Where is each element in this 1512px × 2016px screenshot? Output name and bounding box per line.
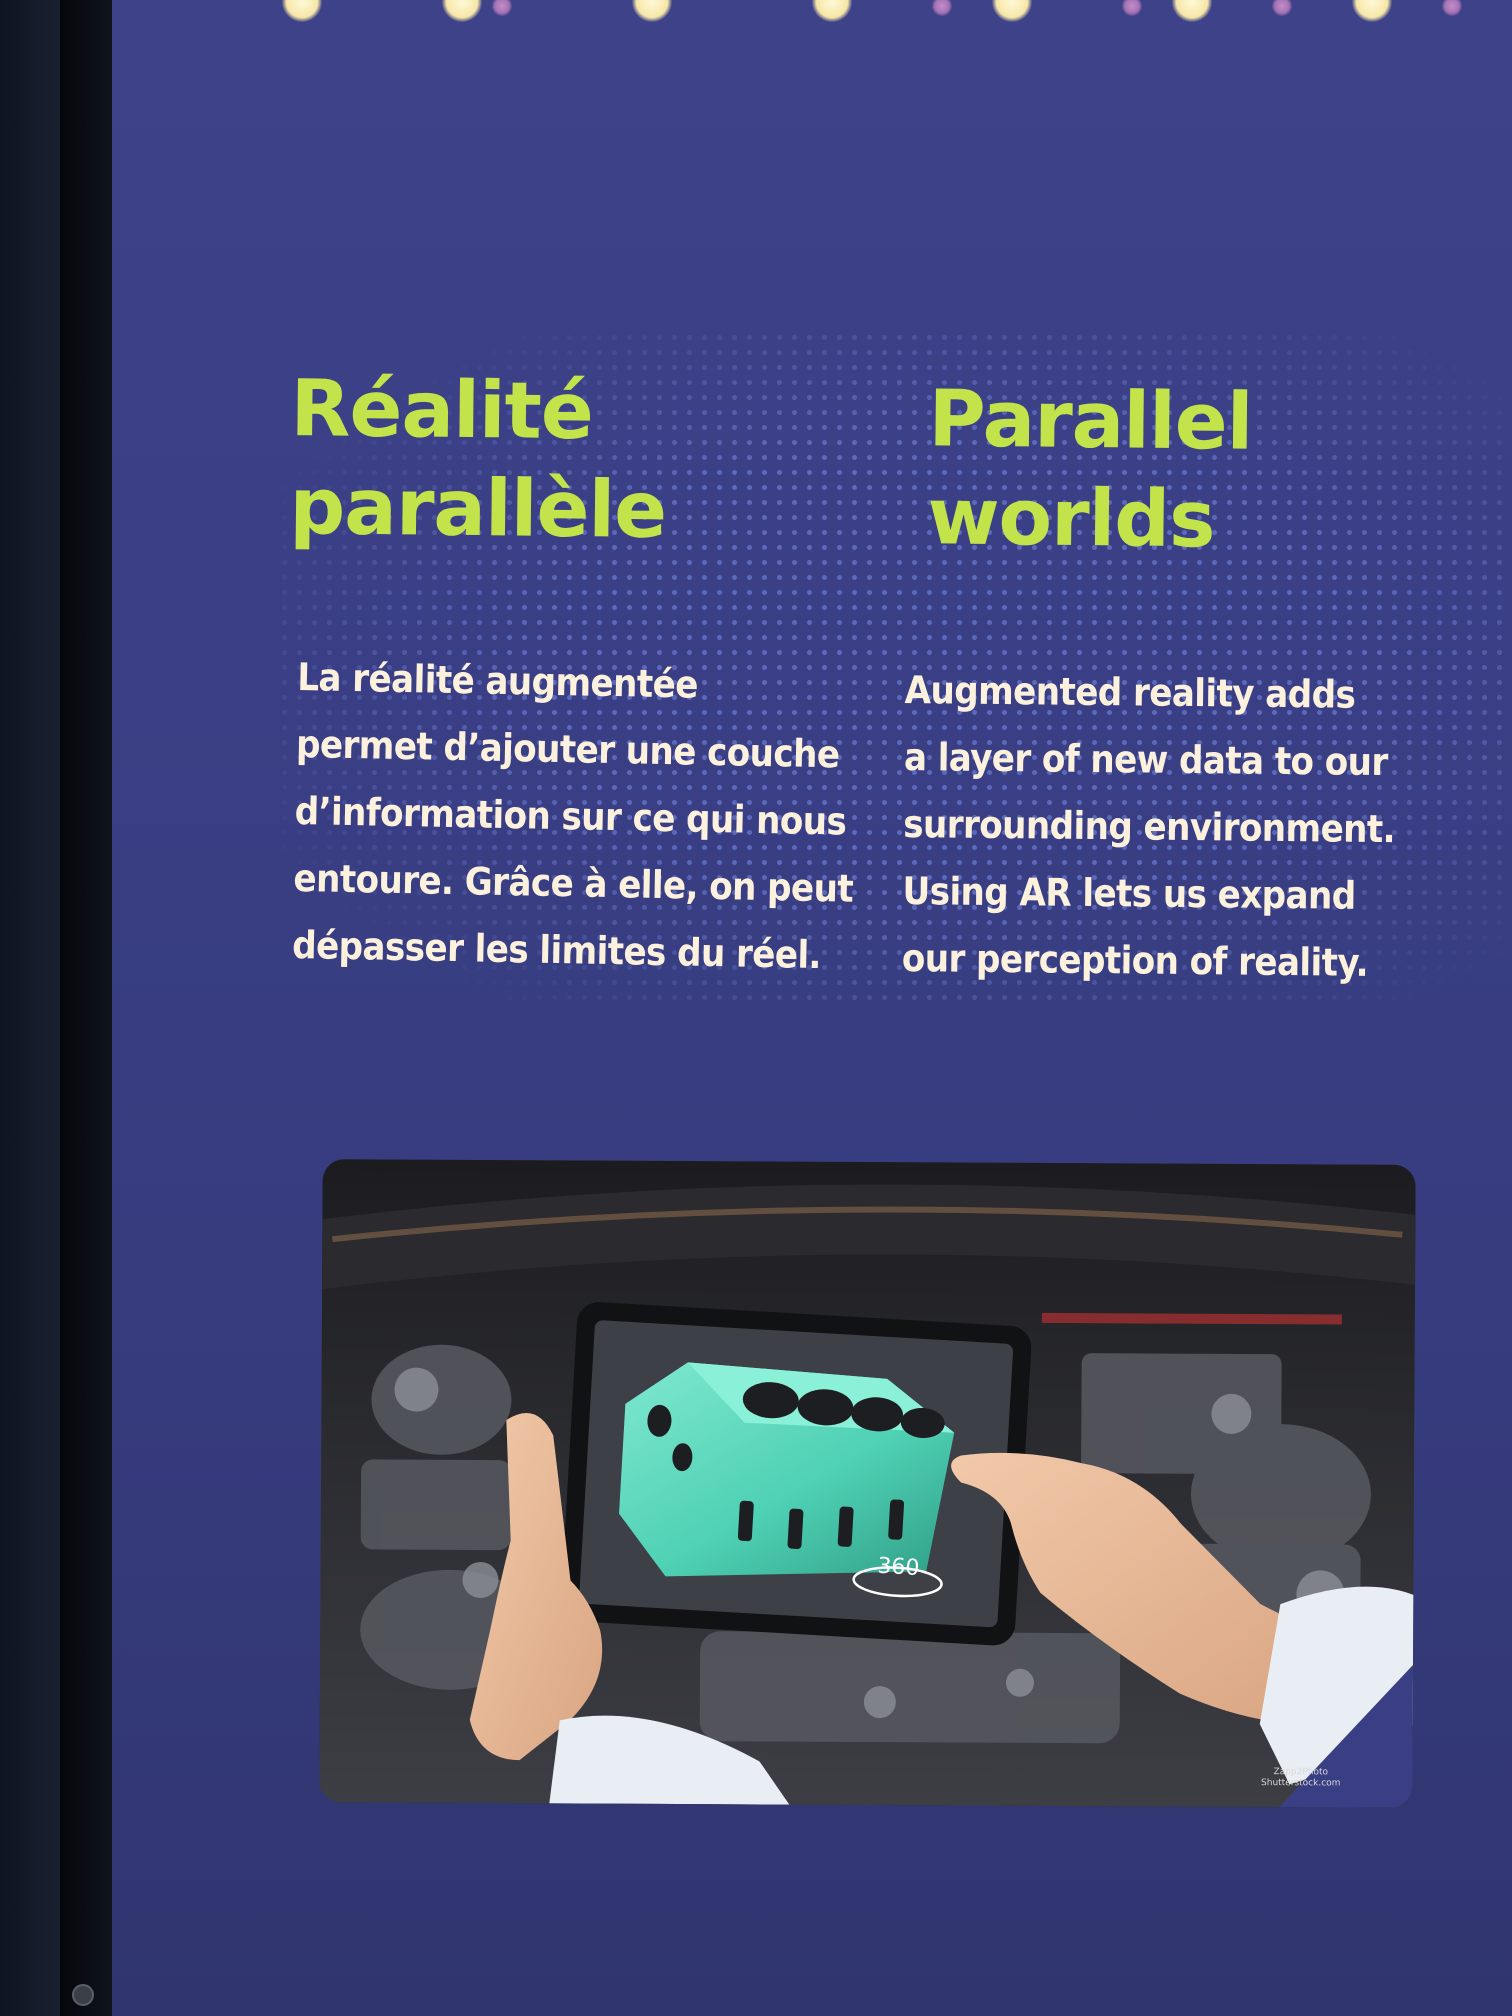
english-line: our perception of reality. (901, 935, 1369, 985)
french-line: permet d’ajouter une couche (295, 721, 840, 777)
french-title: Réalité parallèle (289, 364, 667, 556)
exhibit-panel: Réalité parallèle Parallel worlds La réa… (112, 0, 1512, 2016)
english-line: a layer of new data to our (903, 734, 1388, 785)
decorative-lights (112, 0, 1512, 42)
english-line: Augmented reality adds (904, 667, 1356, 717)
english-line: Using AR lets us expand (902, 868, 1356, 918)
english-line: surrounding environment. (903, 801, 1396, 852)
dot-pattern (277, 330, 1512, 1010)
french-line: entoure. Grâce à elle, on peut (293, 855, 854, 911)
french-line: dépasser les limites du réel. (291, 922, 822, 978)
english-title: Parallel worlds (927, 374, 1253, 566)
french-line: La réalité augmentée (296, 654, 699, 707)
french-line: d’information sur ce qui nous (294, 788, 847, 844)
english-description: Augmented reality adds a layer of new da… (901, 657, 1396, 997)
rotate-360-label: 360 (877, 1554, 920, 1581)
photo-credit: Zapp2Photo Shutterstock.com (1261, 1767, 1341, 1789)
engine-bay-illustration: 360 (319, 1159, 1416, 1808)
frame-screw (72, 1984, 94, 2006)
french-description: La réalité augmentée permet d’ajouter un… (292, 644, 858, 990)
ar-engine-photo: 360 Zapp2Photo Shutterstock.com (319, 1159, 1416, 1808)
